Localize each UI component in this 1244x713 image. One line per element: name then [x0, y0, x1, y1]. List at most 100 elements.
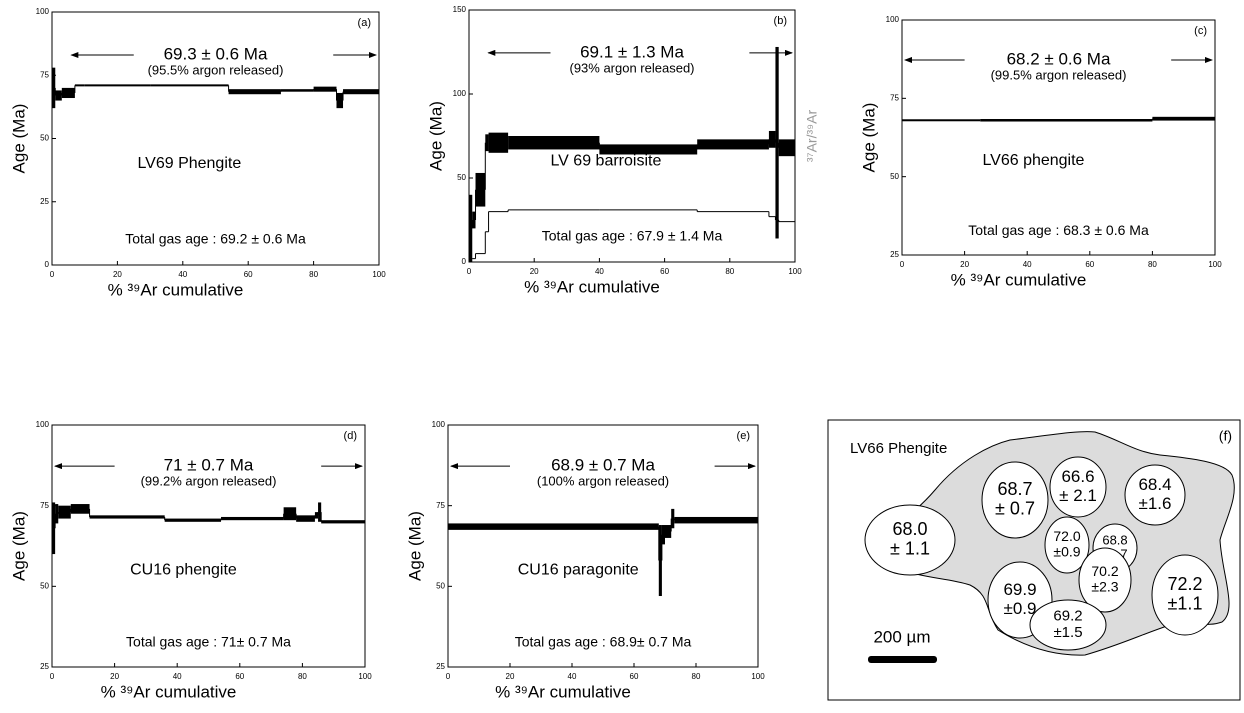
spot-error: ± 1.1 — [890, 539, 930, 559]
step — [661, 525, 665, 545]
step — [980, 119, 1153, 122]
y-axis-label: Age (Ma) — [859, 103, 878, 173]
x-tick-label: 80 — [309, 270, 318, 279]
spot — [1151, 554, 1219, 636]
y-tick-label: 100 — [453, 89, 467, 98]
x-tick-label: 60 — [235, 672, 244, 681]
spot-age: 66.6 — [1061, 467, 1094, 486]
plateau-note: (100% argon released) — [537, 474, 669, 489]
plateau-note: (99.5% argon released) — [991, 67, 1127, 82]
step — [469, 194, 473, 262]
step — [665, 525, 672, 538]
spot-age: 68.7 — [997, 479, 1032, 499]
total-gas-age: Total gas age : 67.9 ± 1.4 Ma — [542, 228, 723, 244]
sample-name: CU16 paragonite — [518, 561, 639, 578]
y-tick-label: 50 — [40, 134, 49, 143]
step — [58, 505, 71, 519]
y-tick-label: 150 — [453, 5, 467, 14]
step — [343, 89, 379, 95]
x-tick-label: 20 — [113, 270, 122, 279]
y-tick-label: 75 — [40, 70, 49, 79]
step — [89, 515, 165, 519]
step — [336, 92, 344, 109]
y-axis-label: Age (Ma) — [9, 511, 28, 581]
step — [1152, 116, 1215, 121]
step — [164, 518, 222, 522]
scale-bar — [868, 656, 937, 663]
spot-age: 72.2 — [1167, 574, 1202, 594]
step — [52, 67, 56, 109]
step — [150, 84, 229, 87]
y-tick-label: 50 — [436, 581, 445, 590]
x-tick-label: 20 — [960, 260, 969, 269]
spot-error: ±1.6 — [1139, 494, 1172, 513]
step — [671, 508, 675, 529]
step — [488, 132, 509, 153]
spot — [1044, 516, 1090, 574]
panel-label: (d) — [344, 430, 357, 442]
spot — [864, 504, 956, 576]
x-tick-label: 0 — [467, 267, 472, 276]
step — [314, 512, 319, 519]
x-tick-label: 100 — [372, 270, 386, 279]
plot-frame — [447, 424, 759, 668]
spot — [981, 461, 1049, 539]
step — [508, 136, 600, 150]
x-tick-label: 40 — [1023, 260, 1032, 269]
step — [70, 504, 90, 514]
spot-error: ±0.9 — [1053, 543, 1080, 559]
step — [228, 89, 281, 95]
step — [55, 504, 59, 524]
x-axis-label: % ³⁹Ar cumulative — [101, 682, 237, 701]
sample-name: LV69 Phengite — [137, 155, 241, 172]
spot-error: ±1.5 — [1053, 624, 1082, 641]
y-tick-label: 25 — [40, 197, 49, 206]
spot-age: 68.4 — [1138, 475, 1171, 494]
x-tick-label: 40 — [178, 270, 187, 279]
plateau-age: 69.1 ± 1.3 Ma — [580, 42, 684, 61]
x-tick-label: 60 — [1085, 260, 1094, 269]
y-tick-label: 100 — [36, 7, 50, 16]
step — [674, 516, 758, 524]
step — [52, 502, 56, 555]
spot — [1049, 456, 1107, 518]
step — [902, 119, 981, 122]
panel-label: (e) — [737, 430, 750, 442]
total-gas-age: Total gas age : 71± 0.7 Ma — [126, 634, 291, 650]
x-axis-label: % ³⁹Ar cumulative — [495, 682, 631, 701]
spot-error: ±1.1 — [1168, 594, 1203, 614]
spot-age: 72.0 — [1053, 528, 1080, 544]
spot-age: 69.9 — [1003, 580, 1036, 599]
scale-label: 200 µm — [873, 627, 930, 646]
plot-frame — [901, 19, 1216, 256]
x-tick-label: 20 — [530, 267, 539, 276]
plateau-age: 68.2 ± 0.6 Ma — [1007, 49, 1111, 68]
y-tick-label: 50 — [40, 581, 49, 590]
step — [321, 520, 365, 524]
y2-axis-label: ³⁷Ar/³⁹Ar — [804, 110, 820, 163]
plateau-note: (93% argon released) — [569, 60, 694, 75]
x-tick-label: 40 — [568, 672, 577, 681]
x-tick-label: 100 — [788, 267, 802, 276]
x-tick-label: 60 — [244, 270, 253, 279]
x-tick-label: 0 — [50, 270, 55, 279]
total-gas-age: Total gas age : 68.3 ± 0.6 Ma — [968, 222, 1149, 238]
x-axis-label: % ³⁹Ar cumulative — [951, 270, 1087, 289]
step — [221, 516, 284, 521]
y-tick-label: 75 — [890, 93, 899, 102]
step — [768, 130, 776, 148]
plateau-note: (95.5% argon released) — [148, 62, 284, 77]
y-axis-label: Age (Ma) — [426, 101, 445, 171]
diagram-title: LV66 Phengite — [850, 440, 947, 457]
step — [74, 84, 85, 87]
y-tick-label: 0 — [45, 260, 50, 269]
step — [55, 90, 62, 101]
spot-age: 68.8 — [1102, 532, 1127, 547]
x-tick-label: 80 — [725, 267, 734, 276]
step — [280, 89, 314, 92]
panel-label: (b) — [774, 15, 787, 27]
step — [448, 523, 659, 530]
step — [778, 139, 795, 157]
y-tick-label: 25 — [890, 250, 899, 259]
total-gas-age: Total gas age : 69.2 ± 0.6 Ma — [125, 230, 306, 246]
